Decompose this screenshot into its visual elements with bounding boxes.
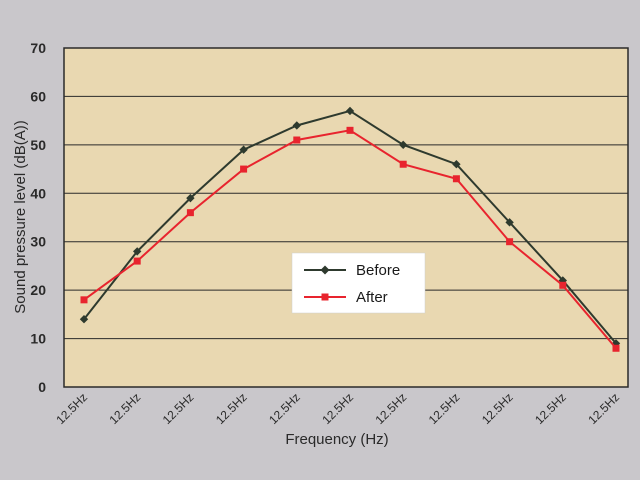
x-tick-labels: 12.5Hz 12.5Hz 12.5Hz 12.5Hz 12.5Hz 12.5Hz 12.5… xyxy=(53,390,622,427)
x-tick-8: 12.5Hz xyxy=(426,390,463,427)
x-axis-label: Frequency (Hz) xyxy=(285,431,388,448)
series-after-point-11 xyxy=(612,344,620,352)
legend-after-marker xyxy=(321,293,329,301)
series-before-point-5 xyxy=(292,121,301,130)
legend-after-label: After xyxy=(356,289,388,306)
series-before-point-9 xyxy=(505,218,514,227)
x-tick-10: 12.5Hz xyxy=(532,390,569,427)
series-before-point-3 xyxy=(186,193,195,203)
y-axis-label: Sound pressure level (dB(A)) xyxy=(12,120,29,313)
plot-area xyxy=(63,47,629,388)
x-tick-1: 12.5Hz xyxy=(53,390,90,427)
x-tick-11: 12.5Hz xyxy=(585,390,622,427)
series-after-point-2 xyxy=(133,257,141,265)
y-tick-0: 0 xyxy=(38,379,46,395)
x-tick-4: 12.5Hz xyxy=(213,390,250,427)
series-after-point-7 xyxy=(399,160,407,168)
x-tick-9: 12.5Hz xyxy=(479,390,516,427)
series-after-point-5 xyxy=(293,136,301,144)
x-tick-5: 12.5Hz xyxy=(266,390,303,427)
y-tick-20: 20 xyxy=(30,282,46,298)
y-tick-labels: 0 10 20 30 40 50 60 70 xyxy=(30,40,46,395)
x-tick-6: 12.5Hz xyxy=(319,390,356,427)
series-before-point-7 xyxy=(399,140,408,150)
series-before-point-4 xyxy=(239,145,248,154)
y-tick-10: 10 xyxy=(30,331,46,347)
series-after-point-10 xyxy=(559,281,567,289)
series-after-point-3 xyxy=(186,209,194,217)
series-before-point-8 xyxy=(452,160,461,169)
x-tick-2: 12.5Hz xyxy=(107,390,144,427)
series-before-point-1 xyxy=(79,315,89,324)
y-tick-60: 60 xyxy=(30,88,46,104)
y-tick-30: 30 xyxy=(30,234,46,250)
series-before-point-10 xyxy=(558,276,567,285)
series-after-point-6 xyxy=(346,126,354,134)
y-tick-70: 70 xyxy=(30,40,46,56)
legend: Before After xyxy=(291,252,426,314)
series-before-point-6 xyxy=(345,106,355,116)
x-tick-7: 12.5Hz xyxy=(373,390,410,427)
series-after-point-4 xyxy=(240,165,248,173)
legend-before-label: Before xyxy=(356,262,400,279)
legend-box xyxy=(291,252,426,314)
y-tick-40: 40 xyxy=(30,185,46,201)
series-after-point-9 xyxy=(506,238,514,246)
series-before-point-2 xyxy=(133,247,142,256)
legend-before-marker xyxy=(320,265,330,275)
series-after-point-8 xyxy=(452,175,460,183)
series-group xyxy=(79,106,621,352)
y-tick-50: 50 xyxy=(30,137,46,153)
x-tick-3: 12.5Hz xyxy=(160,390,197,427)
series-after-point-1 xyxy=(80,296,88,304)
